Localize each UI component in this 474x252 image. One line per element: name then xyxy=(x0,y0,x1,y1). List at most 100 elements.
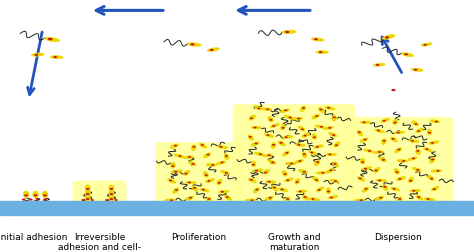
Ellipse shape xyxy=(263,154,273,157)
Ellipse shape xyxy=(22,199,26,201)
Ellipse shape xyxy=(250,179,253,181)
Ellipse shape xyxy=(313,137,316,139)
Ellipse shape xyxy=(319,52,322,54)
Ellipse shape xyxy=(393,119,398,125)
Ellipse shape xyxy=(364,139,367,141)
Ellipse shape xyxy=(219,146,222,148)
Ellipse shape xyxy=(268,160,276,165)
Ellipse shape xyxy=(319,109,322,111)
Ellipse shape xyxy=(325,107,335,110)
Ellipse shape xyxy=(410,190,420,192)
Ellipse shape xyxy=(316,187,324,192)
Ellipse shape xyxy=(361,162,364,163)
Ellipse shape xyxy=(255,170,258,172)
Ellipse shape xyxy=(189,197,192,199)
Ellipse shape xyxy=(282,128,284,129)
Ellipse shape xyxy=(334,142,340,148)
Ellipse shape xyxy=(34,195,37,197)
Ellipse shape xyxy=(185,196,194,201)
Ellipse shape xyxy=(191,145,196,151)
FancyBboxPatch shape xyxy=(73,181,103,204)
Ellipse shape xyxy=(206,179,215,183)
Ellipse shape xyxy=(109,198,113,200)
Ellipse shape xyxy=(301,129,304,131)
Ellipse shape xyxy=(265,196,273,201)
Ellipse shape xyxy=(286,180,290,181)
Ellipse shape xyxy=(430,178,433,180)
Ellipse shape xyxy=(433,188,436,190)
Ellipse shape xyxy=(29,199,33,201)
Ellipse shape xyxy=(373,151,383,154)
Ellipse shape xyxy=(302,152,307,158)
Ellipse shape xyxy=(109,195,114,202)
Ellipse shape xyxy=(23,191,29,198)
Ellipse shape xyxy=(226,197,229,198)
Ellipse shape xyxy=(114,199,118,201)
Ellipse shape xyxy=(45,38,60,43)
Ellipse shape xyxy=(314,145,324,149)
Ellipse shape xyxy=(423,45,427,47)
Ellipse shape xyxy=(264,134,274,138)
Ellipse shape xyxy=(266,135,270,137)
Ellipse shape xyxy=(200,144,207,148)
Ellipse shape xyxy=(225,155,228,157)
Ellipse shape xyxy=(417,197,420,198)
Ellipse shape xyxy=(289,117,292,119)
Ellipse shape xyxy=(427,130,432,135)
Ellipse shape xyxy=(375,130,384,133)
Ellipse shape xyxy=(192,146,195,148)
Ellipse shape xyxy=(430,120,440,123)
Ellipse shape xyxy=(268,117,273,122)
Ellipse shape xyxy=(333,162,338,167)
Ellipse shape xyxy=(207,154,210,156)
Ellipse shape xyxy=(385,37,389,39)
Ellipse shape xyxy=(211,165,215,166)
Ellipse shape xyxy=(249,136,252,138)
FancyBboxPatch shape xyxy=(96,181,127,204)
Ellipse shape xyxy=(416,196,423,200)
Ellipse shape xyxy=(411,140,414,142)
Ellipse shape xyxy=(261,108,272,111)
Ellipse shape xyxy=(109,190,114,197)
Ellipse shape xyxy=(360,138,368,143)
Ellipse shape xyxy=(412,158,415,160)
Ellipse shape xyxy=(408,157,417,161)
Ellipse shape xyxy=(206,164,217,167)
Ellipse shape xyxy=(189,161,196,166)
Ellipse shape xyxy=(217,146,228,149)
Ellipse shape xyxy=(428,176,434,181)
Ellipse shape xyxy=(255,153,264,156)
Ellipse shape xyxy=(170,144,179,149)
Ellipse shape xyxy=(221,191,224,193)
Ellipse shape xyxy=(169,180,172,182)
Ellipse shape xyxy=(374,168,380,173)
Ellipse shape xyxy=(297,118,301,120)
FancyBboxPatch shape xyxy=(155,143,243,204)
Ellipse shape xyxy=(282,31,296,35)
Ellipse shape xyxy=(326,169,334,173)
Ellipse shape xyxy=(329,170,332,172)
Ellipse shape xyxy=(299,161,301,162)
Ellipse shape xyxy=(248,178,256,183)
Ellipse shape xyxy=(302,171,306,173)
Ellipse shape xyxy=(36,199,40,201)
Ellipse shape xyxy=(224,154,229,160)
Ellipse shape xyxy=(225,196,231,200)
Ellipse shape xyxy=(311,39,324,42)
Ellipse shape xyxy=(314,161,320,166)
Ellipse shape xyxy=(33,191,38,198)
Ellipse shape xyxy=(397,197,402,203)
Ellipse shape xyxy=(285,163,296,165)
Ellipse shape xyxy=(424,198,435,201)
Ellipse shape xyxy=(174,154,183,158)
Ellipse shape xyxy=(363,122,365,124)
Ellipse shape xyxy=(318,189,321,191)
Ellipse shape xyxy=(392,139,395,140)
Ellipse shape xyxy=(377,130,380,132)
Ellipse shape xyxy=(42,191,48,198)
Ellipse shape xyxy=(326,154,337,156)
Ellipse shape xyxy=(165,199,175,202)
Ellipse shape xyxy=(208,180,210,182)
Ellipse shape xyxy=(316,162,319,163)
Ellipse shape xyxy=(391,138,397,142)
